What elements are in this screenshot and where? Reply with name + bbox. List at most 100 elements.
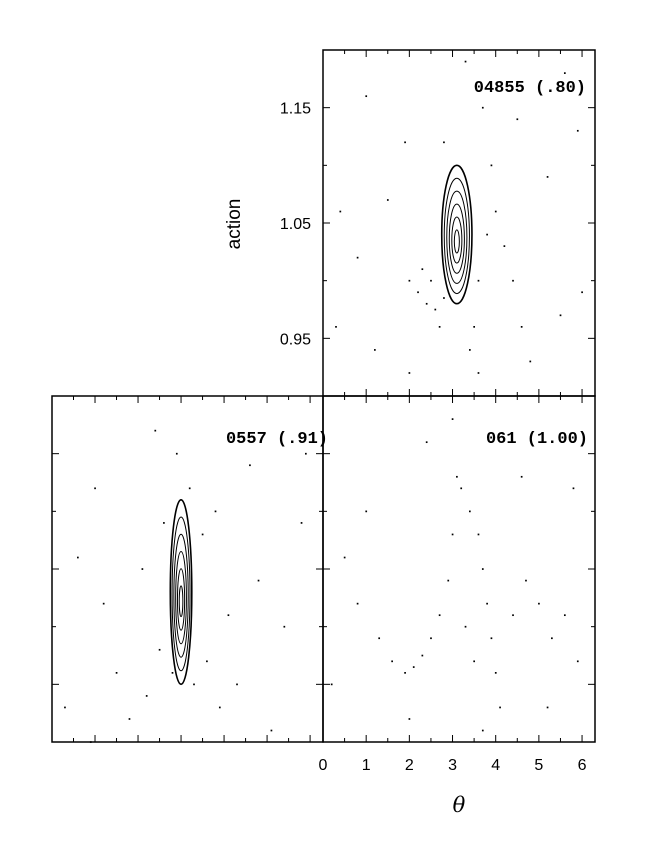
scatter-point [559, 314, 562, 317]
scatter-point [365, 510, 368, 513]
scatter-point [154, 429, 157, 432]
scatter-point [464, 60, 467, 63]
scatter-point [563, 72, 566, 74]
scatter-point [490, 164, 493, 167]
scatter-point [481, 568, 484, 570]
scatter-point [412, 666, 415, 668]
scatter-point [417, 291, 419, 294]
scatter-point [188, 487, 191, 490]
scatter-point [421, 268, 424, 271]
x-tick-label: 0 [319, 757, 328, 774]
scatter-point [447, 579, 450, 582]
scatter-point [374, 349, 376, 351]
scatter-point [214, 510, 217, 513]
scatter-point [141, 568, 144, 570]
scatter-point [481, 729, 484, 732]
scatter-point [468, 510, 471, 513]
scatter-point [77, 556, 79, 559]
scatter-point [115, 672, 118, 674]
scatter-point [520, 475, 523, 478]
scatter-point [443, 297, 445, 299]
island-contour [451, 216, 463, 264]
scatter-point [270, 729, 273, 732]
scatter-point [300, 522, 303, 524]
scatter-point [434, 308, 437, 311]
scatter-point [512, 614, 514, 617]
scatter-point [404, 672, 406, 674]
scatter-point [481, 106, 484, 109]
island-contour [175, 550, 187, 645]
scatter-point [486, 602, 488, 605]
panel-label-bottom-left: 0557 (.91) [226, 430, 328, 449]
scatter-point [538, 602, 540, 605]
scatter-point [89, 741, 92, 743]
y-tick-labels: 0.95 1.05 1.15 [280, 101, 311, 349]
scatter-point [438, 614, 441, 617]
scatter-point [572, 487, 575, 490]
scatter-point [468, 349, 471, 351]
scatter-point [193, 683, 195, 686]
scatter-points [64, 60, 583, 743]
scatter-point [438, 326, 441, 328]
scatter-point [529, 360, 532, 363]
scatter-point [546, 176, 549, 178]
scatter-point [486, 233, 488, 236]
scatter-point [356, 602, 359, 605]
scatter-point [257, 579, 260, 582]
scatter-point [408, 372, 411, 374]
scatter-point [477, 533, 480, 536]
scatter-point [473, 660, 476, 663]
axis-ticks [51, 50, 595, 742]
x-tick-label: 3 [448, 757, 457, 774]
island-contour [173, 533, 189, 658]
island-contour [453, 229, 460, 254]
scatter-point [163, 522, 165, 524]
island-contour [440, 164, 473, 305]
island-contour [171, 516, 191, 672]
panel-label-top-right: 04855 (.80) [474, 79, 586, 98]
scatter-point [206, 660, 208, 663]
scatter-point [499, 706, 501, 709]
scatter-point [249, 464, 251, 467]
island-contour [448, 203, 465, 274]
scatter-point [551, 637, 553, 640]
scatter-point [503, 245, 506, 247]
y-tick-label: 1.05 [280, 216, 311, 233]
scatter-point [201, 533, 204, 536]
scatter-point [477, 372, 480, 374]
scatter-point [335, 326, 337, 328]
scatter-point [494, 210, 497, 213]
scatter-point [456, 475, 458, 478]
scatter-point [356, 256, 359, 259]
scatter-point [563, 614, 566, 617]
x-tick-labels: 0 1 2 3 4 5 6 [319, 757, 587, 774]
scatter-point [283, 625, 286, 628]
y-tick-label: 0.95 [280, 331, 311, 348]
scatter-point [227, 614, 230, 617]
scatter-point [430, 279, 432, 282]
scatter-point [477, 279, 480, 282]
island-contour [169, 498, 193, 686]
scatter-point [425, 441, 428, 444]
scatter-point [430, 637, 432, 640]
x-tick-label: 6 [578, 757, 587, 774]
scatter-point [460, 487, 463, 490]
island-contour [178, 585, 184, 618]
scatter-point [408, 718, 411, 720]
scatter-point [421, 654, 424, 657]
scatter-point [425, 302, 428, 305]
scatter-point [64, 706, 66, 709]
scatter-point [343, 556, 346, 559]
scatter-point [451, 533, 454, 536]
scatter-point [102, 602, 105, 605]
scatter-point [443, 141, 445, 144]
island-contour [176, 568, 186, 631]
scatter-point [145, 695, 148, 697]
scatter-point [365, 95, 368, 98]
scatter-point [404, 141, 406, 144]
x-tick-label: 2 [405, 757, 414, 774]
x-tick-label: 4 [491, 757, 500, 774]
scatter-point [391, 660, 393, 663]
scatter-point [516, 118, 519, 121]
